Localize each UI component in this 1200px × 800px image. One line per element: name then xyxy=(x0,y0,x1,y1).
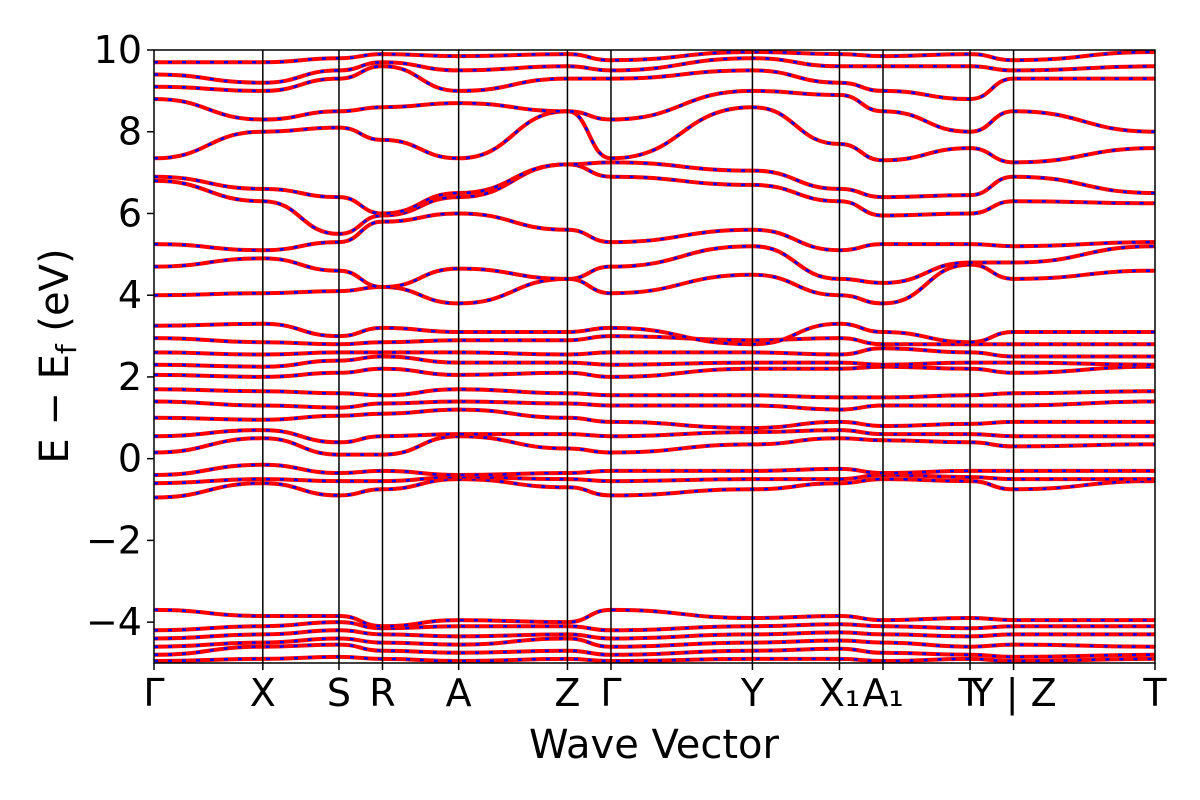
band-line-20 xyxy=(154,244,1155,290)
x-tick-label: Y xyxy=(740,671,765,715)
y-tick-label: −2 xyxy=(86,518,142,562)
band-line-11 xyxy=(154,407,1155,431)
x-tick-label: Y | Z xyxy=(969,671,1056,716)
x-tick-label: Γ xyxy=(143,671,164,715)
band-line-dashed-22 xyxy=(154,163,1155,236)
x-tick-label: T xyxy=(957,671,982,715)
y-axis-title-unit: (eV) xyxy=(32,248,78,344)
band-line-dashed-19 xyxy=(154,263,1155,305)
band-line-4 xyxy=(154,620,1155,633)
band-line-dashed-18 xyxy=(154,322,1155,346)
x-tick-label: T xyxy=(1142,671,1167,715)
x-tick-label: S xyxy=(327,671,351,715)
band-line-3 xyxy=(154,628,1155,641)
x-tick-label: Γ xyxy=(600,671,621,715)
y-tick-label: 0 xyxy=(118,437,142,481)
y-tick-label: 6 xyxy=(118,191,142,235)
band-line-17 xyxy=(154,334,1155,347)
y-tick-label: 10 xyxy=(94,28,142,72)
y-axis-title: E − Ef (eV) xyxy=(32,248,83,463)
band-line-25 xyxy=(154,88,1155,134)
y-tick-label: 8 xyxy=(118,110,142,154)
band-line-19 xyxy=(154,262,1155,306)
x-tick-label: X xyxy=(250,671,276,715)
bands-layer xyxy=(154,50,1155,663)
y-tick-label: 2 xyxy=(118,355,142,399)
band-line-13 xyxy=(154,387,1155,400)
band-line-8 xyxy=(154,462,1155,478)
x-tick-label: A₁ xyxy=(862,671,903,715)
kpoint-lines xyxy=(262,50,1015,663)
band-line-28 xyxy=(154,50,1155,65)
y-axis-ticks: 10 8 6 4 2 0 −2 −4 xyxy=(86,28,154,644)
x-tick-label: R xyxy=(369,671,395,715)
band-line-18 xyxy=(154,321,1155,347)
band-line-14 xyxy=(154,364,1155,379)
band-line-22 xyxy=(154,162,1155,236)
band-line-7 xyxy=(154,472,1155,486)
plot-frame xyxy=(153,49,1156,664)
band-line-12 xyxy=(154,399,1155,412)
band-line-10 xyxy=(154,428,1155,445)
band-line-16 xyxy=(154,346,1155,359)
x-axis-title: Wave Vector xyxy=(529,722,780,768)
band-line-dashed-23 xyxy=(154,161,1155,215)
y-axis-title-sub: f xyxy=(50,343,83,354)
x-tick-label: X₁ xyxy=(819,671,860,715)
x-tick-label: Z xyxy=(554,671,580,715)
y-axis-title-main: E − E xyxy=(32,354,78,464)
band-line-dashed-10 xyxy=(154,428,1155,444)
band-line-23 xyxy=(154,160,1155,216)
y-tick-label: −4 xyxy=(86,600,142,644)
x-tick-label: A xyxy=(446,671,472,715)
y-tick-label: 4 xyxy=(118,273,142,317)
